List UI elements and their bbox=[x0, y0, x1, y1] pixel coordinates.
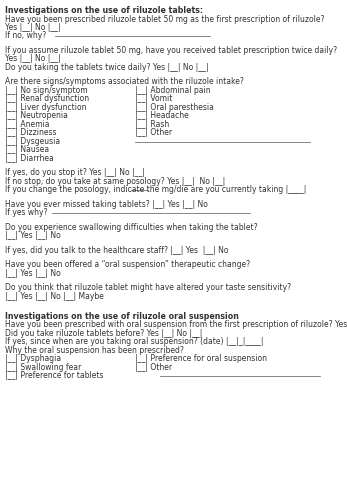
Text: Investigations on the use of riluzole tablets:: Investigations on the use of riluzole ta… bbox=[5, 6, 203, 15]
Text: Do you taking the tablets twice daily? Yes |__| No |__|: Do you taking the tablets twice daily? Y… bbox=[5, 63, 209, 72]
Text: If yes why?: If yes why? bbox=[5, 208, 48, 218]
Text: If you assume riluzole tablet 50 mg, have you received tablet prescription twice: If you assume riluzole tablet 50 mg, hav… bbox=[5, 46, 337, 55]
Text: |__| Dizziness: |__| Dizziness bbox=[5, 128, 57, 138]
Text: Did you take riluzole tablets before? Yes |__| No |__|: Did you take riluzole tablets before? Ye… bbox=[5, 329, 202, 338]
Text: |__| Preference for oral suspension: |__| Preference for oral suspension bbox=[135, 354, 267, 364]
Text: |__| Yes |__| No: |__| Yes |__| No bbox=[5, 268, 61, 278]
Text: |__| Nausea: |__| Nausea bbox=[5, 146, 49, 154]
Text: |__| Yes |__| No: |__| Yes |__| No bbox=[5, 231, 61, 240]
Text: |__| Diarrhea: |__| Diarrhea bbox=[5, 154, 54, 163]
Text: Yes |__| No |__|: Yes |__| No |__| bbox=[5, 54, 61, 64]
Text: |__| Abdominal pain: |__| Abdominal pain bbox=[135, 86, 211, 95]
Text: Do you experience swallowing difficulties when taking the tablet?: Do you experience swallowing difficultie… bbox=[5, 222, 257, 232]
Text: Have you been offered a “oral suspension” therapeutic change?: Have you been offered a “oral suspension… bbox=[5, 260, 250, 269]
Text: |__| Renal dysfunction: |__| Renal dysfunction bbox=[5, 94, 89, 104]
Text: If no stop, do you take at same posology? Yes |__|  No |__|: If no stop, do you take at same posology… bbox=[5, 177, 225, 186]
Text: Investigations on the use of riluzole oral suspension: Investigations on the use of riluzole or… bbox=[5, 312, 239, 321]
Text: |__| Anemia: |__| Anemia bbox=[5, 120, 50, 129]
Text: Have you been prescribed with oral suspension from the first prescription of ril: Have you been prescribed with oral suspe… bbox=[5, 320, 347, 330]
Text: |__| Rash: |__| Rash bbox=[135, 120, 169, 129]
Text: Have you ever missed taking tablets? |__| Yes |__| No: Have you ever missed taking tablets? |__… bbox=[5, 200, 208, 209]
Text: If yes, do you stop it? Yes |__| No |__|: If yes, do you stop it? Yes |__| No |__| bbox=[5, 168, 145, 177]
Text: Why the oral suspension has been prescribed?: Why the oral suspension has been prescri… bbox=[5, 346, 184, 355]
Text: |__| Headache: |__| Headache bbox=[135, 112, 189, 120]
Text: Have you been prescribed riluzole tablet 50 mg as the first prescription of rilu: Have you been prescribed riluzole tablet… bbox=[5, 14, 324, 24]
Text: If no, why?: If no, why? bbox=[5, 32, 46, 40]
Text: |__| Dysphagia: |__| Dysphagia bbox=[5, 354, 61, 364]
Text: |__| Dysgeusia: |__| Dysgeusia bbox=[5, 137, 60, 146]
Text: |__| Oral paresthesia: |__| Oral paresthesia bbox=[135, 103, 214, 112]
Text: If yes, since when are you taking oral suspension? (date) |__|_|____|: If yes, since when are you taking oral s… bbox=[5, 338, 263, 346]
Text: |__| No sign/symptom: |__| No sign/symptom bbox=[5, 86, 88, 95]
Text: |__| Other: |__| Other bbox=[135, 363, 172, 372]
Text: |__| Other: |__| Other bbox=[135, 128, 172, 138]
Text: If yes, did you talk to the healthcare staff? |__| Yes  |__| No: If yes, did you talk to the healthcare s… bbox=[5, 246, 229, 254]
Text: |__| Neutropenia: |__| Neutropenia bbox=[5, 112, 68, 120]
Text: Are there signs/symptoms associated with the riluzole intake?: Are there signs/symptoms associated with… bbox=[5, 78, 244, 86]
Text: |__| Preference for tablets: |__| Preference for tablets bbox=[5, 372, 103, 380]
Text: |__| Yes |__| No |__| Maybe: |__| Yes |__| No |__| Maybe bbox=[5, 292, 104, 300]
Text: Do you think that riluzole tablet might have altered your taste sensitivity?: Do you think that riluzole tablet might … bbox=[5, 283, 291, 292]
Text: If you change the posology, indicate the mg/die are you currently taking |____|: If you change the posology, indicate the… bbox=[5, 186, 306, 194]
Text: |__| Vomit: |__| Vomit bbox=[135, 94, 172, 104]
Text: Yes |__| No |__|: Yes |__| No |__| bbox=[5, 23, 61, 32]
Text: |__| Swallowing fear: |__| Swallowing fear bbox=[5, 363, 81, 372]
Text: |__| Liver dysfunction: |__| Liver dysfunction bbox=[5, 103, 86, 112]
